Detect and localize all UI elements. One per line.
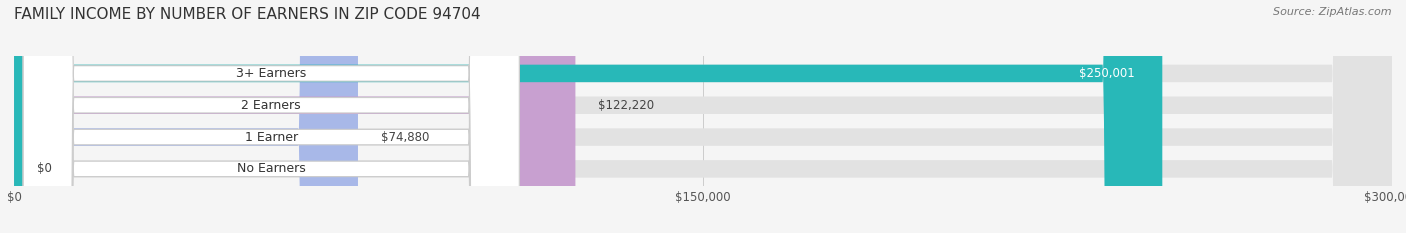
FancyBboxPatch shape: [24, 0, 519, 233]
Text: 3+ Earners: 3+ Earners: [236, 67, 307, 80]
Text: FAMILY INCOME BY NUMBER OF EARNERS IN ZIP CODE 94704: FAMILY INCOME BY NUMBER OF EARNERS IN ZI…: [14, 7, 481, 22]
FancyBboxPatch shape: [14, 0, 1392, 233]
FancyBboxPatch shape: [14, 0, 1392, 233]
FancyBboxPatch shape: [14, 0, 1392, 233]
FancyBboxPatch shape: [14, 0, 1392, 233]
Text: 1 Earner: 1 Earner: [245, 130, 298, 144]
FancyBboxPatch shape: [24, 0, 519, 233]
Text: $250,001: $250,001: [1078, 67, 1135, 80]
Text: 2 Earners: 2 Earners: [242, 99, 301, 112]
Text: $74,880: $74,880: [381, 130, 429, 144]
FancyBboxPatch shape: [14, 0, 1163, 233]
FancyBboxPatch shape: [24, 0, 519, 233]
Text: Source: ZipAtlas.com: Source: ZipAtlas.com: [1274, 7, 1392, 17]
FancyBboxPatch shape: [14, 0, 359, 233]
FancyBboxPatch shape: [14, 0, 575, 233]
Text: $0: $0: [37, 162, 52, 175]
FancyBboxPatch shape: [24, 0, 519, 233]
Text: $122,220: $122,220: [599, 99, 655, 112]
Text: No Earners: No Earners: [236, 162, 305, 175]
